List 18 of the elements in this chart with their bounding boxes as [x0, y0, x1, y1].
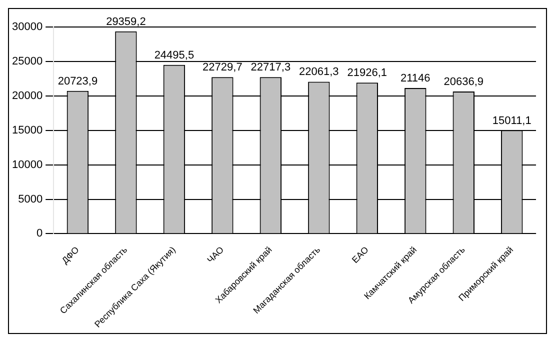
x-tick-label: ЧАО	[205, 244, 226, 265]
y-tick-label: 5000	[18, 193, 43, 206]
y-tick-label: 10000	[12, 158, 43, 171]
y-tick-label: 15000	[12, 124, 43, 136]
y-tick-label: 0	[36, 228, 43, 240]
y-tick-label: 25000	[12, 55, 43, 68]
data-label: 21926,1	[347, 67, 388, 80]
y-tick-label: 20000	[12, 90, 43, 102]
data-label: 24495,5	[154, 49, 194, 62]
data-label: 21146	[400, 72, 430, 85]
data-label: 29359,2	[106, 16, 146, 28]
data-label: 15011,1	[492, 114, 532, 127]
data-label: 20723,9	[58, 75, 98, 88]
data-label: 22061,3	[299, 66, 339, 78]
data-label: 20636,9	[444, 76, 484, 88]
data-label: 22729,7	[202, 62, 242, 74]
y-tick-label: 30000	[12, 21, 43, 34]
data-label: 22717,3	[250, 62, 291, 74]
